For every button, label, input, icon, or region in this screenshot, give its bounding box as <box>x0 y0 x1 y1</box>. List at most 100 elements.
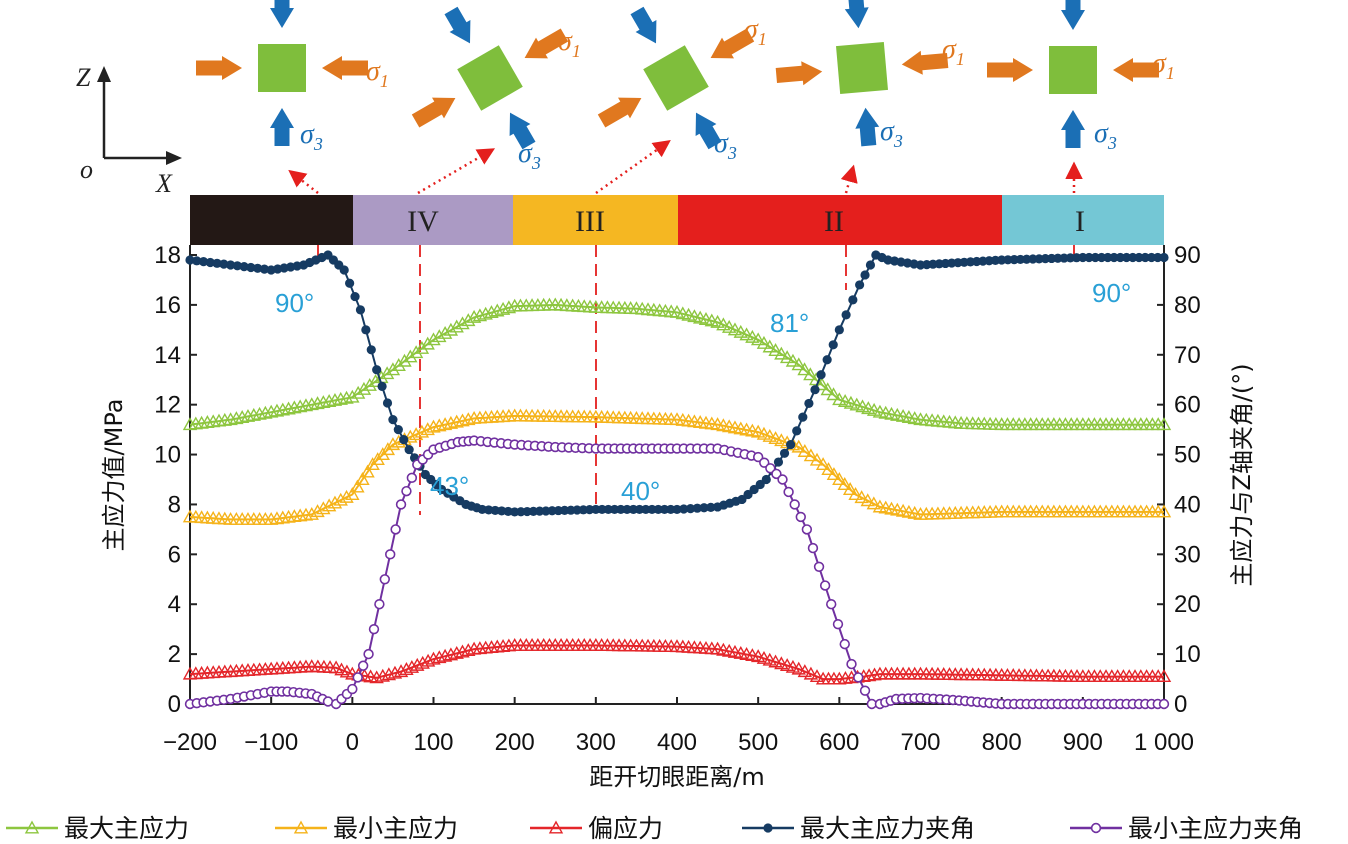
data-point <box>461 313 476 327</box>
data-point <box>809 452 825 466</box>
data-point <box>768 431 783 445</box>
y-right-tick-label: 80 <box>1174 292 1201 319</box>
data-point <box>385 362 401 376</box>
data-point <box>408 345 424 359</box>
x-tick-label: 600 <box>819 729 859 756</box>
data-point <box>449 645 464 659</box>
data-point <box>792 426 802 436</box>
data-point <box>212 258 222 268</box>
data-point <box>853 672 864 683</box>
data-point <box>749 484 759 495</box>
zone-black <box>190 195 353 245</box>
sigma1-arrow-right <box>322 56 368 80</box>
legend-label: 偏应力 <box>588 814 663 843</box>
legend-label: 最大主应力夹角 <box>800 814 975 843</box>
data-point <box>347 683 358 695</box>
data-point <box>810 385 820 395</box>
data-point <box>848 487 863 500</box>
data-point <box>791 357 806 371</box>
sigma3-arrow-bottom <box>695 112 722 150</box>
sigma3-arrow-top <box>630 6 657 44</box>
sigma3-symbol: σ <box>518 138 533 169</box>
legend-marker <box>1090 822 1102 834</box>
data-point <box>403 429 418 443</box>
data-point <box>807 542 819 554</box>
data-point <box>472 308 488 322</box>
data-point <box>401 485 412 497</box>
y-left-tick-label: 14 <box>154 342 181 369</box>
y-right-tick-label: 70 <box>1174 342 1201 369</box>
legend-label: 最小主应力夹角 <box>1128 814 1303 843</box>
data-point <box>750 332 766 346</box>
coord-z-label: Z <box>76 63 91 92</box>
data-point <box>774 346 789 360</box>
data-point <box>397 353 412 367</box>
data-point <box>449 414 464 428</box>
y-right-tick-label: 40 <box>1174 491 1201 518</box>
y-right-tick-label: 0 <box>1174 691 1187 718</box>
data-point <box>404 444 414 455</box>
data-point <box>414 424 430 438</box>
data-point <box>721 319 737 333</box>
y-right-tick-label: 10 <box>1174 641 1201 668</box>
data-point <box>826 467 842 481</box>
data-point <box>755 479 765 490</box>
data-point <box>791 661 806 675</box>
data-point <box>768 343 783 357</box>
data-point <box>815 457 831 471</box>
data-point <box>837 477 852 490</box>
data-point <box>685 504 696 514</box>
x-tick-label: 100 <box>413 729 453 756</box>
sigma3-subscript: 3 <box>313 134 323 154</box>
y-right-axis-title: 主应力与Z轴夹角/(°) <box>1228 363 1256 586</box>
data-point <box>803 367 818 381</box>
zone-i-label: I <box>1075 205 1085 238</box>
data-point <box>355 472 370 485</box>
zone-ii <box>678 195 1002 245</box>
sigma1-symbol: σ <box>744 14 759 45</box>
x-tick-label: 800 <box>982 729 1022 756</box>
stress-element-square <box>643 45 709 111</box>
y-right-tick-label: 30 <box>1174 541 1201 568</box>
data-point <box>368 374 383 388</box>
sigma1-symbol: σ <box>366 56 381 87</box>
y-left-tick-label: 0 <box>168 691 181 718</box>
y-left-axis-title: 主应力值/MPa <box>100 399 128 552</box>
sigma1-symbol: σ <box>1152 48 1167 79</box>
legend-marker <box>548 820 564 834</box>
data-point <box>797 443 813 457</box>
data-point <box>762 428 777 442</box>
data-point <box>839 638 850 650</box>
data-point <box>466 309 482 323</box>
data-point <box>455 316 470 330</box>
series-5 <box>184 435 1170 710</box>
data-point <box>826 599 837 610</box>
data-point <box>368 623 380 635</box>
data-point <box>861 668 877 682</box>
data-point <box>820 382 835 396</box>
y-left-tick-label: 10 <box>154 442 181 469</box>
sigma1-arrow-left <box>987 58 1033 82</box>
sigma1-label: σ1 <box>744 14 767 49</box>
sigma3-arrow-bottom <box>270 108 294 146</box>
data-point <box>783 486 794 498</box>
data-point <box>795 511 806 523</box>
data-point <box>239 262 249 272</box>
data-point <box>797 362 812 376</box>
annotation-40: 40° <box>621 476 660 506</box>
annotation-90-right: 90° <box>1092 278 1131 308</box>
data-point <box>846 658 857 670</box>
data-point <box>361 325 371 335</box>
x-tick-label: −200 <box>163 729 217 756</box>
annotation-90-left: 90° <box>275 288 314 318</box>
data-point <box>842 482 858 495</box>
data-point <box>710 314 725 328</box>
zone-ii-label: II <box>824 205 844 238</box>
sigma1-arrow-left <box>775 61 823 86</box>
data-point <box>672 504 682 515</box>
legend-label: 最大主应力 <box>64 814 189 843</box>
data-point <box>192 256 202 266</box>
data-point <box>372 365 382 375</box>
